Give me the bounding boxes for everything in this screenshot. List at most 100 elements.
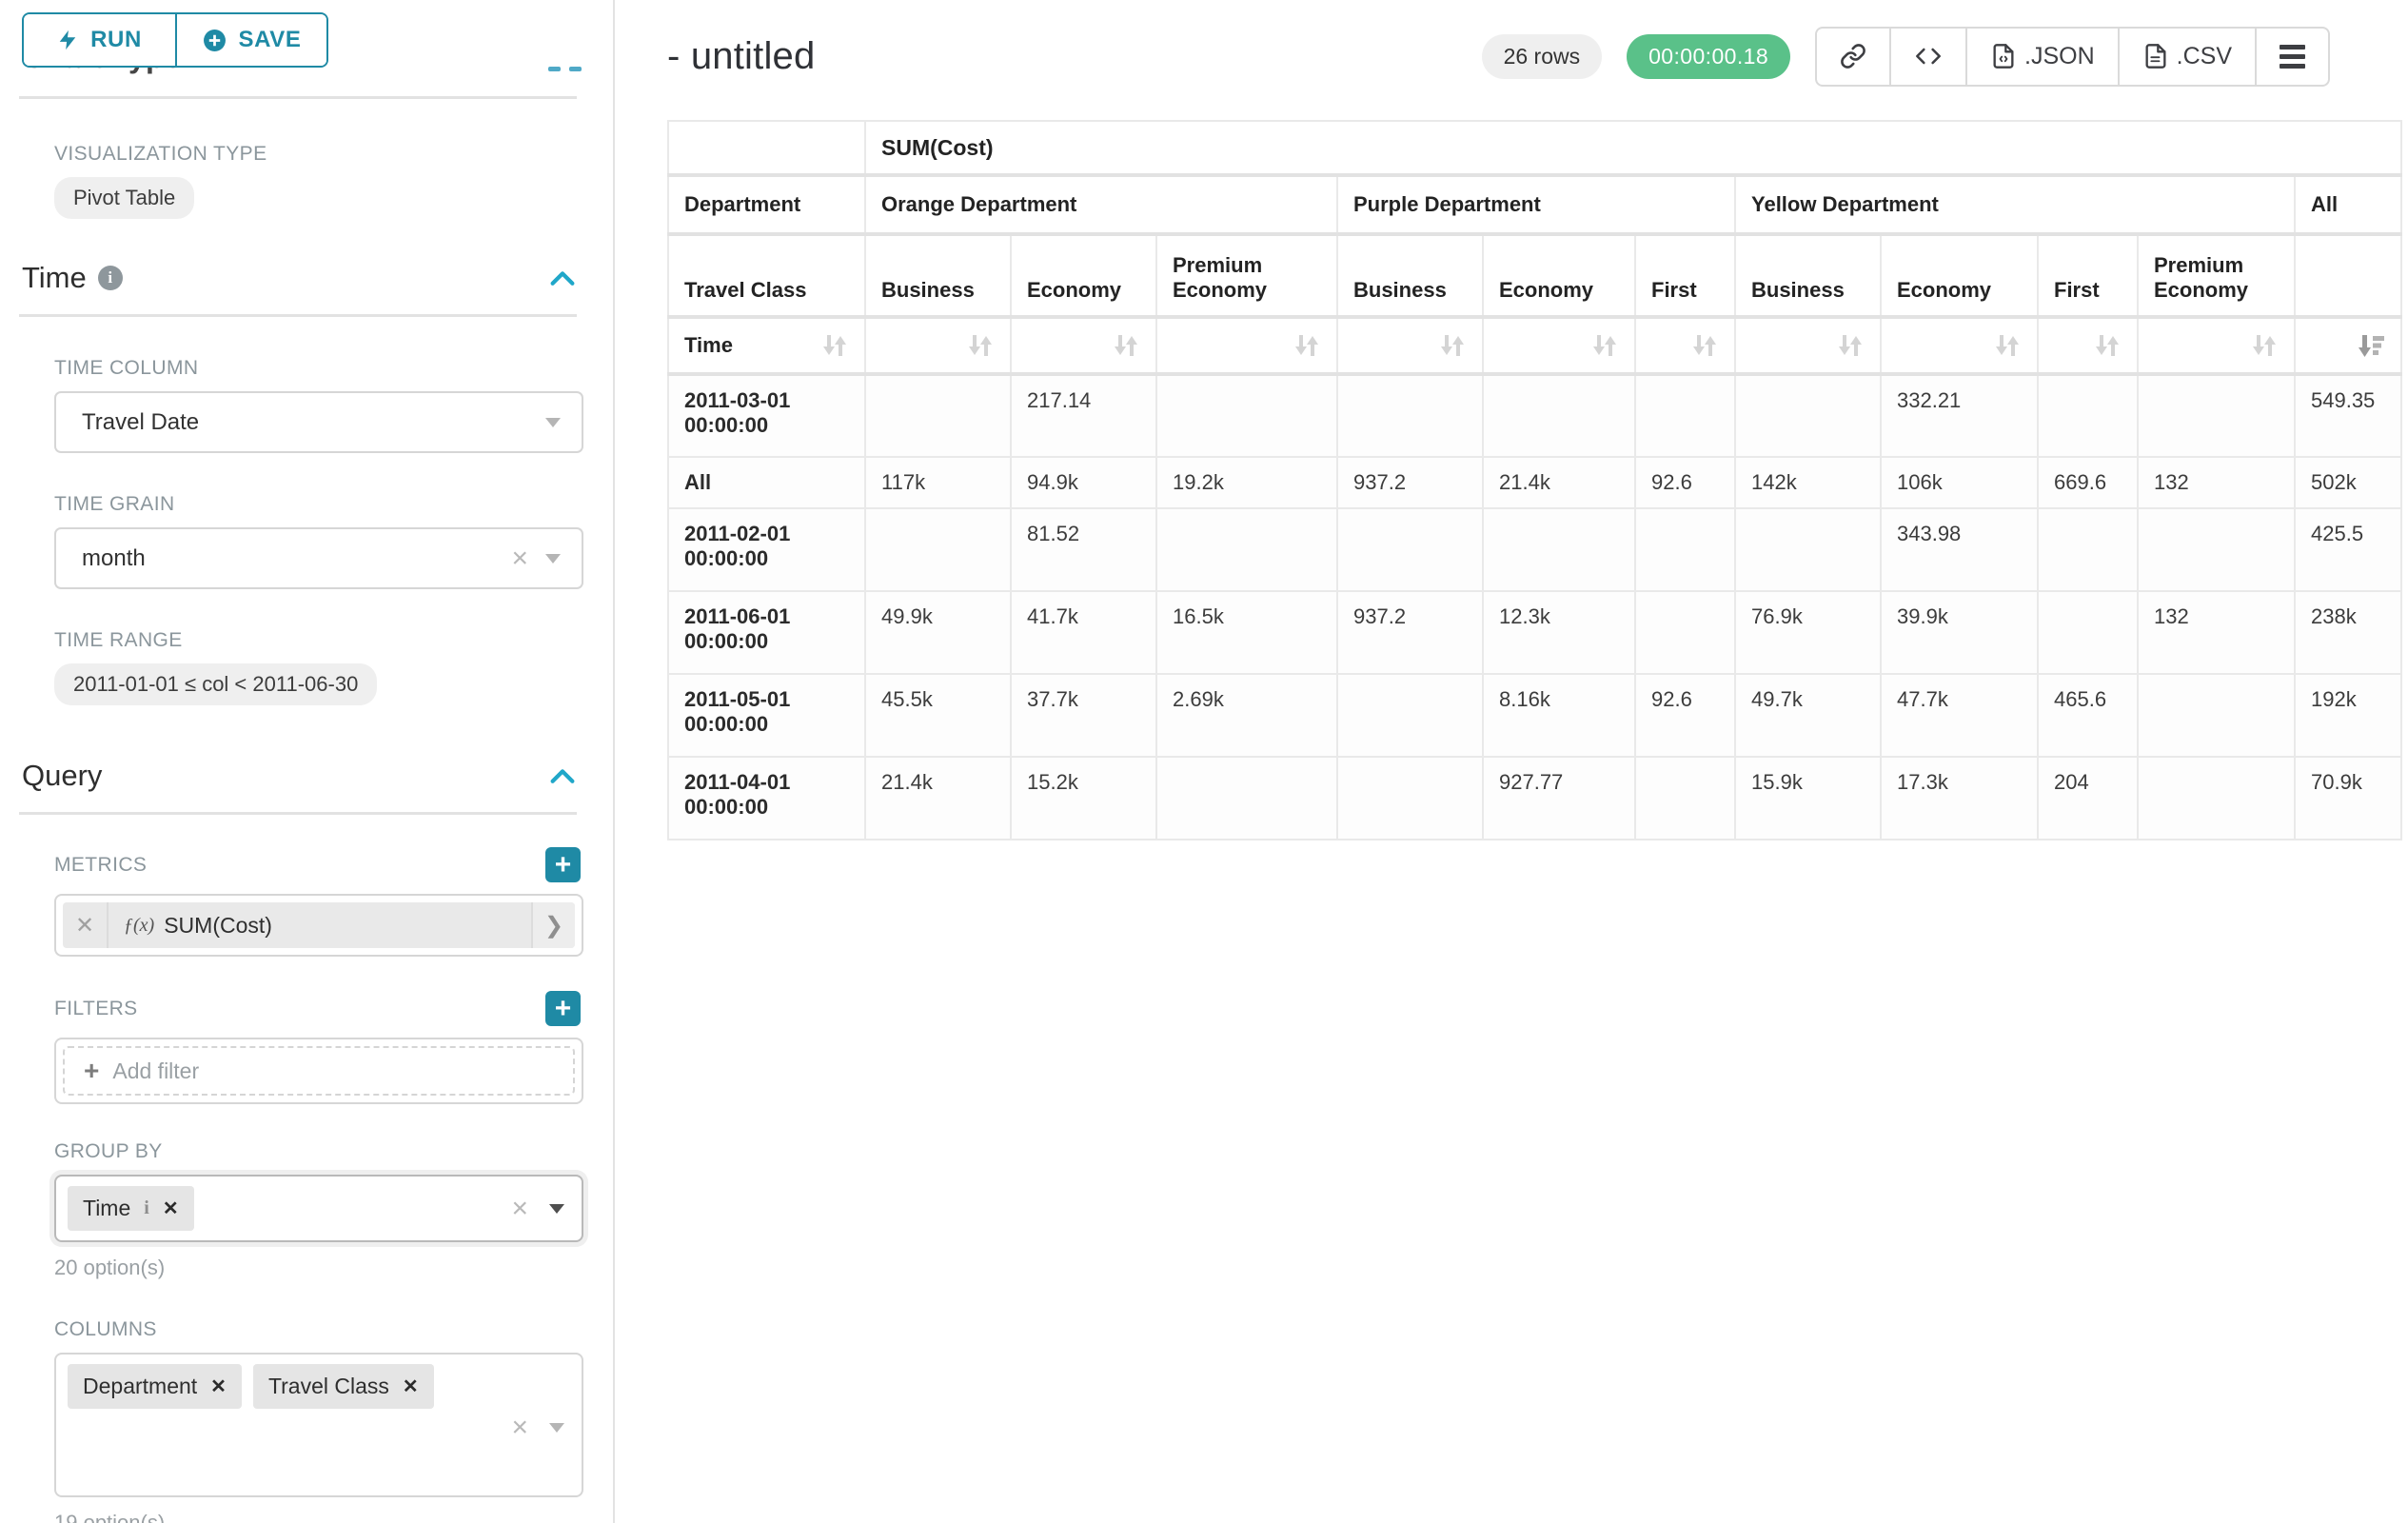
table-cell: 927.77 <box>1482 756 1636 841</box>
row-label: 2011-04-01 00:00:00 <box>667 756 866 841</box>
sort-header[interactable] <box>2037 316 2139 376</box>
table-cell: 19.2k <box>1155 456 1338 509</box>
table-cell: 132 <box>2137 590 2296 675</box>
table-cell: 70.9k <box>2294 756 2402 841</box>
group-by-label: GROUP BY <box>54 1140 163 1162</box>
query-section-title: Query <box>22 759 103 792</box>
sort-header[interactable] <box>1155 316 1338 376</box>
sort-header[interactable] <box>1880 316 2039 376</box>
sort-header[interactable] <box>864 316 1012 376</box>
clear-icon[interactable]: × <box>511 1192 528 1224</box>
table-cell: 142k <box>1734 456 1882 509</box>
table-cell <box>2037 373 2139 458</box>
columns-select[interactable]: Department ✕ Travel Class ✕ × <box>54 1353 583 1497</box>
sort-header[interactable] <box>2137 316 2296 376</box>
main-header: - untitled 26 rows 00:00:00.18 .JSON <box>667 25 2408 88</box>
sort-desc-icon <box>2359 335 2384 357</box>
sort-icon <box>2096 335 2119 356</box>
run-button[interactable]: RUN <box>24 14 175 66</box>
table-cell: 45.5k <box>864 673 1012 758</box>
caret-down-icon <box>549 1203 564 1214</box>
table-cell <box>1155 373 1338 458</box>
open-metric-icon[interactable]: ❯ <box>531 902 575 948</box>
table-cell <box>1734 507 1882 592</box>
clear-icon[interactable]: × <box>511 1412 528 1443</box>
table-cell <box>864 507 1012 592</box>
table-cell: 16.5k <box>1155 590 1338 675</box>
add-metric-button[interactable]: + <box>545 847 581 882</box>
sort-header-active[interactable] <box>2294 316 2402 376</box>
table-cell: 81.52 <box>1010 507 1157 592</box>
metric-chip[interactable]: ✕ ƒ(x) SUM(Cost) ❯ <box>63 902 575 948</box>
sort-header[interactable] <box>1734 316 1882 376</box>
columns-options-note: 19 option(s) <box>54 1511 166 1523</box>
add-filter-button[interactable]: + <box>545 991 581 1026</box>
pivot-table: SUM(Cost) Department Orange Department Purp… <box>667 120 2402 841</box>
chevron-up-icon[interactable] <box>548 765 577 786</box>
pivot-table-wrap: SUM(Cost) Department Orange Department Purp… <box>667 120 2408 841</box>
table-cell <box>1634 373 1736 458</box>
row-count-badge: 26 rows <box>1481 33 1603 79</box>
columns-chips: Department ✕ Travel Class ✕ <box>68 1364 570 1409</box>
table-row: 2011-05-01 00:00:00 45.5k 37.7k 2.69k 8.16k 9… <box>667 673 2402 758</box>
chart-title[interactable]: - untitled <box>667 34 816 77</box>
remove-chip-icon[interactable]: ✕ <box>162 1198 179 1219</box>
corner-cell <box>667 120 866 177</box>
save-button[interactable]: SAVE <box>175 14 326 66</box>
time-sort-header[interactable]: Time <box>667 316 866 376</box>
visualization-type-value[interactable]: Pivot Table <box>54 177 195 219</box>
column-group-header: Purple Department <box>1336 174 1736 236</box>
tag-chip[interactable]: Department ✕ <box>68 1364 242 1409</box>
table-cell: 669.6 <box>2037 456 2139 509</box>
table-cell <box>2137 673 2296 758</box>
column-header: Economy <box>1482 233 1636 319</box>
table-cell <box>1336 373 1484 458</box>
table-cell: 21.4k <box>864 756 1012 841</box>
column-header: Business <box>1336 233 1484 319</box>
time-grain-select[interactable]: month × <box>54 527 583 589</box>
table-cell <box>1336 756 1484 841</box>
column-group-header: All <box>2294 174 2402 236</box>
clear-icon[interactable]: × <box>511 542 528 574</box>
export-csv-label: .CSV <box>2176 42 2232 69</box>
query-timer-badge: 00:00:00.18 <box>1627 33 1791 79</box>
view-query-button[interactable] <box>1889 28 1965 85</box>
row-label: All <box>667 456 866 509</box>
sort-header[interactable] <box>1482 316 1636 376</box>
time-column-select[interactable]: Travel Date <box>54 391 583 453</box>
menu-button[interactable] <box>2255 28 2328 85</box>
copy-link-button[interactable] <box>1817 29 1889 85</box>
row-label: 2011-05-01 00:00:00 <box>667 673 866 758</box>
sort-header[interactable] <box>1634 316 1736 376</box>
column-header: Economy <box>1010 233 1157 319</box>
table-row: 2011-02-01 00:00:00 81.52 343.98 425.5 <box>667 507 2402 592</box>
add-filter-dropzone[interactable]: + Add filter <box>63 1046 575 1096</box>
link-icon <box>1841 44 1865 69</box>
table-cell: 12.3k <box>1482 590 1636 675</box>
remove-metric-icon[interactable]: ✕ <box>63 902 109 948</box>
remove-chip-icon[interactable]: ✕ <box>210 1376 227 1397</box>
sort-header[interactable] <box>1010 316 1157 376</box>
table-cell: 47.7k <box>1880 673 2039 758</box>
group-by-select[interactable]: Time i ✕ × <box>54 1175 583 1242</box>
table-cell <box>1482 373 1636 458</box>
time-section-title: Time <box>22 261 87 294</box>
tag-chip[interactable]: Time i ✕ <box>68 1186 194 1231</box>
time-header-label: Time <box>684 333 733 357</box>
group-by-chips: Time i ✕ <box>68 1186 570 1231</box>
table-cell: 204 <box>2037 756 2139 841</box>
sort-icon <box>2253 335 2276 356</box>
export-csv-button[interactable]: .CSV <box>2117 28 2255 85</box>
table-cell: 217.14 <box>1010 373 1157 458</box>
export-json-button[interactable]: .JSON <box>1965 28 2118 85</box>
info-icon: i <box>97 266 123 290</box>
group-by-options-note: 20 option(s) <box>54 1256 166 1279</box>
time-range-value[interactable]: 2011-01-01 ≤ col < 2011-06-30 <box>54 663 378 705</box>
chevron-up-icon[interactable] <box>548 267 577 288</box>
tag-chip[interactable]: Travel Class ✕ <box>252 1364 434 1409</box>
sort-header[interactable] <box>1336 316 1484 376</box>
export-json-label: .JSON <box>2024 42 2095 69</box>
table-cell: 8.16k <box>1482 673 1636 758</box>
remove-chip-icon[interactable]: ✕ <box>402 1376 419 1397</box>
